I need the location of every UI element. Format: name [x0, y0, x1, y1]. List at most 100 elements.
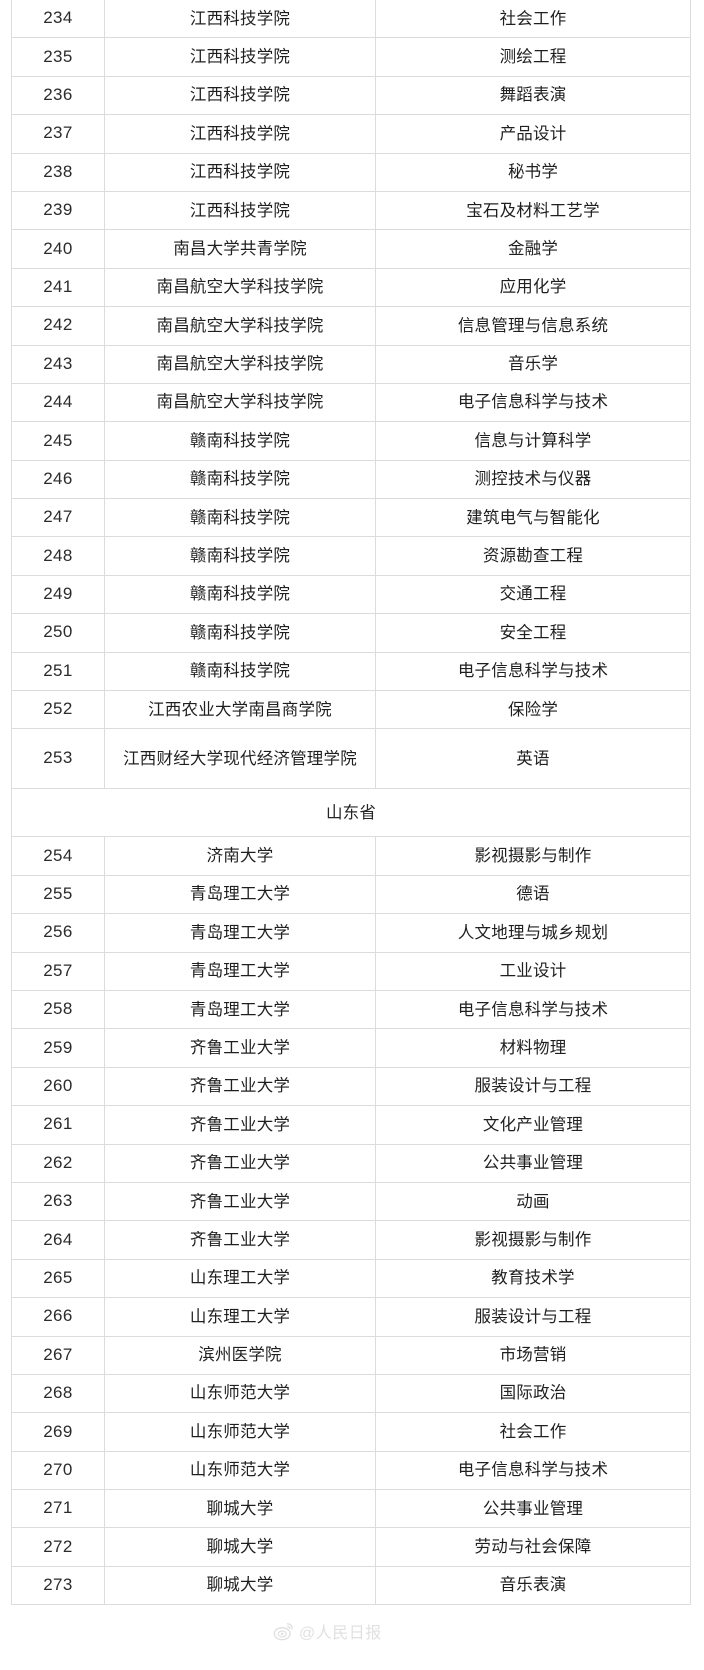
major-name-cell: 社会工作: [375, 0, 691, 39]
school-name-cell: 南昌航空大学科技学院: [104, 382, 376, 423]
row-index-cell: 254: [11, 836, 105, 876]
row-index-cell: 236: [11, 75, 105, 116]
table-row: 241 南昌航空大学科技学院 应用化学: [11, 267, 691, 308]
table-row: 271 聊城大学 公共事业管理: [11, 1489, 691, 1529]
major-name-cell: 劳动与社会保障: [375, 1527, 691, 1567]
major-name-cell: 保险学: [375, 690, 691, 730]
school-name-cell: 赣南科技学院: [104, 459, 376, 500]
school-name-cell: 齐鲁工业大学: [104, 1028, 376, 1068]
table-row: 236 江西科技学院 舞蹈表演: [11, 75, 691, 116]
table-container: 234 江西科技学院 社会工作 235 江西科技学院 测绘工程 236 江西科技学院 舞蹈表演 2…: [11, 0, 691, 1606]
row-index-cell: 247: [11, 498, 105, 538]
school-name-cell: 南昌航空大学科技学院: [104, 306, 376, 346]
major-name-cell: 测绘工程: [375, 37, 691, 77]
major-name-cell: 信息与计算科学: [375, 421, 691, 461]
table-row: 245 赣南科技学院 信息与计算科学: [11, 421, 691, 461]
major-name-cell: 影视摄影与制作: [375, 1220, 691, 1260]
major-name-cell: 交通工程: [375, 574, 691, 615]
row-index-cell: 258: [11, 989, 105, 1030]
major-name-cell: 英语: [375, 728, 691, 790]
major-name-cell: 文化产业管理: [375, 1105, 691, 1145]
row-index-cell: 255: [11, 874, 105, 915]
row-index-cell: 256: [11, 913, 105, 953]
row-index-cell: 249: [11, 574, 105, 615]
table-row: 267 滨州医学院 市场营销: [11, 1335, 691, 1375]
school-name-cell: 山东师范大学: [104, 1450, 376, 1491]
table-row: 250 赣南科技学院 安全工程: [11, 613, 691, 653]
school-name-cell: 南昌航空大学科技学院: [104, 267, 376, 308]
school-name-cell: 济南大学: [104, 836, 376, 876]
table-row: 260 齐鲁工业大学 服装设计与工程: [11, 1066, 691, 1107]
table-row: 247 赣南科技学院 建筑电气与智能化: [11, 498, 691, 538]
row-index-cell: 266: [11, 1297, 105, 1337]
table-row: 264 齐鲁工业大学 影视摄影与制作: [11, 1220, 691, 1260]
table-row: 242 南昌航空大学科技学院 信息管理与信息系统: [11, 306, 691, 346]
major-name-cell: 电子信息科学与技术: [375, 1450, 691, 1491]
row-index-cell: 243: [11, 344, 105, 384]
school-name-cell: 聊城大学: [104, 1565, 376, 1606]
row-index-cell: 242: [11, 306, 105, 346]
school-name-cell: 齐鲁工业大学: [104, 1143, 376, 1183]
row-index-cell: 239: [11, 190, 105, 231]
school-name-cell: 齐鲁工业大学: [104, 1066, 376, 1107]
row-index-cell: 270: [11, 1450, 105, 1491]
row-index-cell: 252: [11, 690, 105, 730]
school-name-cell: 山东理工大学: [104, 1297, 376, 1337]
school-name-cell: 聊城大学: [104, 1489, 376, 1529]
table-row: 261 齐鲁工业大学 文化产业管理: [11, 1105, 691, 1145]
major-name-cell: 测控技术与仪器: [375, 459, 691, 500]
major-name-cell: 材料物理: [375, 1028, 691, 1068]
row-index-cell: 245: [11, 421, 105, 461]
row-index-cell: 271: [11, 1489, 105, 1529]
table-row: 272 聊城大学 劳动与社会保障: [11, 1527, 691, 1567]
row-index-cell: 269: [11, 1412, 105, 1452]
table-row: 254 济南大学 影视摄影与制作: [11, 836, 691, 876]
school-name-cell: 江西科技学院: [104, 114, 376, 154]
row-index-cell: 259: [11, 1028, 105, 1068]
school-name-cell: 青岛理工大学: [104, 913, 376, 953]
table-row: 266 山东理工大学 服装设计与工程: [11, 1297, 691, 1337]
major-name-cell: 服装设计与工程: [375, 1297, 691, 1337]
row-index-cell: 251: [11, 651, 105, 692]
row-index-cell: 235: [11, 37, 105, 77]
school-name-cell: 青岛理工大学: [104, 989, 376, 1030]
major-name-cell: 工业设计: [375, 951, 691, 991]
major-name-cell: 公共事业管理: [375, 1489, 691, 1529]
weibo-eye-icon: [273, 1621, 294, 1642]
row-index-cell: 267: [11, 1335, 105, 1375]
major-name-cell: 国际政治: [375, 1373, 691, 1414]
school-name-cell: 齐鲁工业大学: [104, 1181, 376, 1222]
table-row: 259 齐鲁工业大学 材料物理: [11, 1028, 691, 1068]
row-index-cell: 253: [11, 728, 105, 790]
major-name-cell: 应用化学: [375, 267, 691, 308]
major-name-cell: 电子信息科学与技术: [375, 382, 691, 423]
major-name-cell: 电子信息科学与技术: [375, 989, 691, 1030]
weibo-watermark: @人民日报: [273, 1619, 382, 1643]
major-name-cell: 服装设计与工程: [375, 1066, 691, 1107]
major-name-cell: 动画: [375, 1181, 691, 1222]
table-row: 262 齐鲁工业大学 公共事业管理: [11, 1143, 691, 1183]
table-row: 235 江西科技学院 测绘工程: [11, 37, 691, 77]
major-name-cell: 安全工程: [375, 613, 691, 653]
row-index-cell: 263: [11, 1181, 105, 1222]
major-name-cell: 教育技术学: [375, 1258, 691, 1299]
table-row: 252 江西农业大学南昌商学院 保险学: [11, 690, 691, 730]
major-name-cell: 金融学: [375, 229, 691, 269]
row-index-cell: 237: [11, 114, 105, 154]
table-row: 253 江西财经大学现代经济管理学院 英语: [11, 728, 691, 790]
table-row: 238 江西科技学院 秘书学: [11, 152, 691, 192]
row-index-cell: 246: [11, 459, 105, 500]
table-row: 249 赣南科技学院 交通工程: [11, 574, 691, 615]
row-index-cell: 262: [11, 1143, 105, 1183]
school-name-cell: 赣南科技学院: [104, 651, 376, 692]
row-index-cell: 268: [11, 1373, 105, 1414]
table-row: 257 青岛理工大学 工业设计: [11, 951, 691, 991]
school-name-cell: 江西农业大学南昌商学院: [104, 690, 376, 730]
university-major-table: 234 江西科技学院 社会工作 235 江西科技学院 测绘工程 236 江西科技学院 舞蹈表演 2…: [11, 0, 691, 1606]
major-name-cell: 音乐表演: [375, 1565, 691, 1606]
table-row: 248 赣南科技学院 资源勘查工程: [11, 536, 691, 576]
major-name-cell: 建筑电气与智能化: [375, 498, 691, 538]
major-name-cell: 电子信息科学与技术: [375, 651, 691, 692]
school-name-cell: 青岛理工大学: [104, 874, 376, 915]
table-row: 243 南昌航空大学科技学院 音乐学: [11, 344, 691, 384]
